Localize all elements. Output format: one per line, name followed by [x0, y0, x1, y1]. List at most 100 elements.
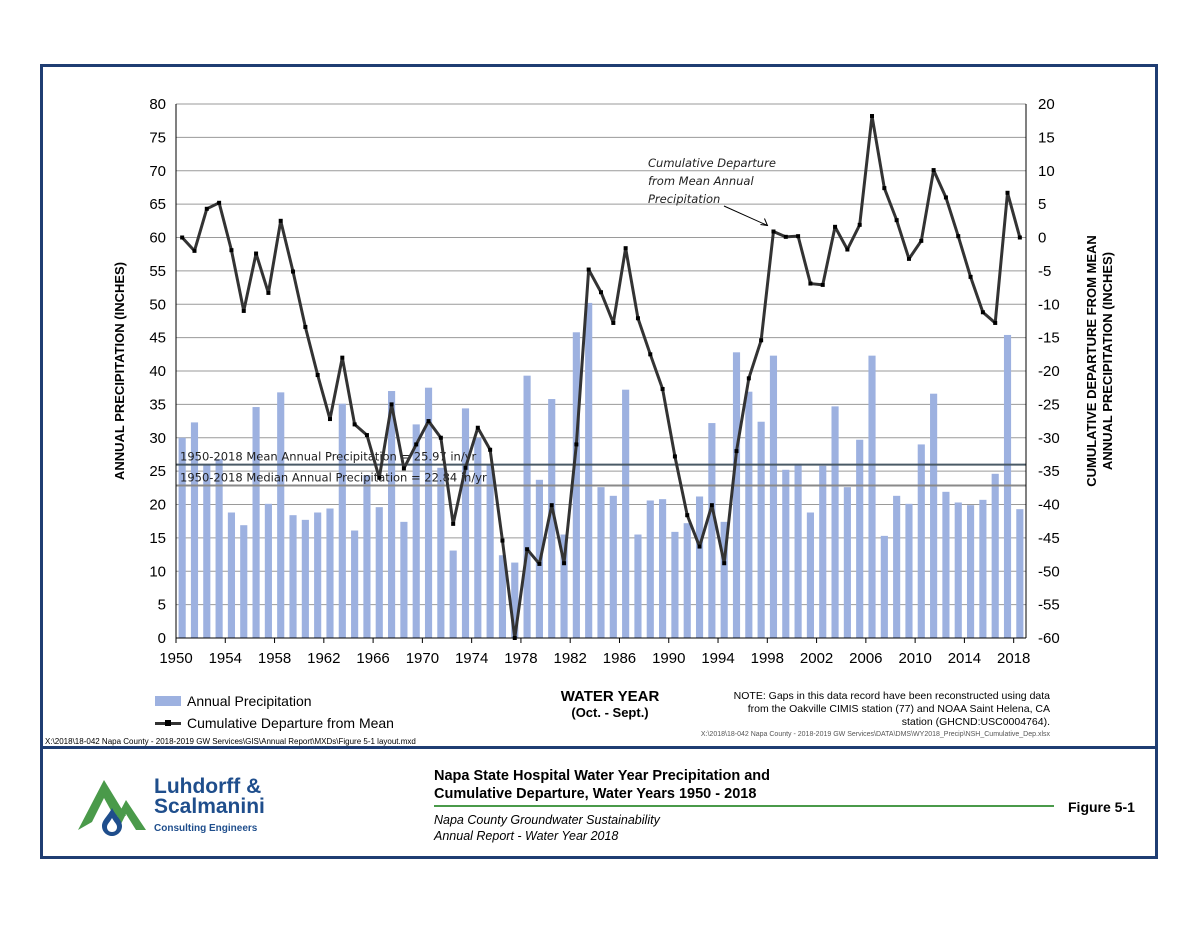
bar-2012 [942, 491, 950, 638]
line-point-1960 [303, 324, 308, 329]
y-right-tick-label: -45 [1038, 530, 1060, 547]
line-point-1992 [697, 544, 702, 549]
line-point-1961 [315, 373, 320, 378]
bar-1953 [215, 459, 223, 638]
bar-2015 [979, 499, 987, 638]
line-point-1955 [241, 308, 246, 313]
x-tick-label: 2006 [849, 650, 882, 667]
y-right-tick-label: -60 [1038, 630, 1060, 647]
line-point-1968 [401, 466, 406, 471]
bar-2003 [831, 406, 839, 638]
line-point-2011 [931, 168, 936, 173]
bar-1981 [560, 534, 568, 638]
bar-2010 [917, 444, 925, 638]
x-tick-label: 2014 [948, 650, 981, 667]
annotation-text: Cumulative Departure [648, 156, 776, 170]
line-point-1953 [217, 200, 222, 205]
bar-1959 [289, 515, 297, 638]
source-path-data: X:\2018\18-042 Napa County - 2018-2019 G… [700, 731, 1050, 738]
x-tick-label: 1990 [652, 650, 685, 667]
note-line: from the Oakville CIMIS station (77) and… [747, 703, 1050, 715]
line-point-2009 [906, 256, 911, 261]
line-point-1993 [709, 503, 714, 508]
y-left-tick-label: 30 [149, 430, 166, 447]
line-point-1975 [488, 447, 493, 452]
line-point-1995 [734, 449, 739, 454]
line-point-2013 [956, 234, 961, 239]
x-tick-label: 1974 [455, 650, 488, 667]
annotation-arrow [723, 205, 768, 226]
bar-1950 [178, 437, 186, 638]
line-point-2010 [919, 238, 924, 243]
figure-title-line: Napa State Hospital Water Year Precipita… [434, 768, 771, 784]
y-left-tick-label: 5 [158, 597, 166, 614]
bar-1958 [277, 392, 285, 638]
company-name-line: Luhdorff & [154, 775, 262, 798]
y-left-tick-label: 45 [149, 330, 166, 347]
y-left-tick-label: 55 [149, 263, 166, 280]
bar-1980 [548, 399, 556, 638]
bar-1976 [498, 555, 507, 638]
figure-title-line: Cumulative Departure, Water Years 1950 -… [434, 786, 757, 802]
line-point-2003 [833, 224, 838, 229]
line-point-1999 [783, 234, 788, 239]
x-tick-label: 1978 [504, 650, 537, 667]
y-right-tick-label: -50 [1038, 563, 1060, 580]
y-left-tick-label: 10 [149, 563, 166, 580]
company-name-line: Scalmanini [154, 795, 265, 818]
line-point-1951 [192, 248, 197, 253]
line-point-2000 [796, 234, 801, 239]
y-left-tick-label: 50 [149, 296, 166, 313]
line-point-1957 [266, 290, 271, 295]
bar-1966 [375, 507, 383, 638]
y-left-tick-label: 60 [149, 230, 166, 247]
line-point-1994 [722, 561, 727, 566]
bar-1997 [757, 421, 765, 638]
bar-1968 [400, 521, 408, 638]
y-right-tick-label: 15 [1038, 129, 1055, 146]
bar-1971 [437, 467, 445, 638]
y-left-tick-label: 25 [149, 463, 166, 480]
y-right-tick-label: -25 [1038, 396, 1060, 413]
bar-1998 [769, 355, 778, 638]
x-tick-label: 1970 [406, 650, 439, 667]
bar-1990 [671, 531, 679, 638]
line-point-1963 [340, 355, 345, 360]
y-left-tick-label: 35 [149, 396, 166, 413]
bar-1991 [683, 523, 691, 638]
axes: 05101520253035404550556065707580-60-55-5… [112, 96, 1115, 667]
y-right-tick-label: 5 [1038, 196, 1046, 213]
bar-2008 [893, 495, 901, 638]
bar-1973 [461, 408, 470, 638]
bar-1977 [511, 562, 519, 638]
bar-2002 [819, 465, 827, 638]
line-point-2007 [882, 186, 887, 191]
line-point-2015 [980, 310, 985, 315]
bar-2001 [806, 512, 814, 638]
bar-1951 [190, 422, 199, 638]
line-point-1998 [771, 229, 776, 234]
x-tick-label: 1982 [554, 650, 587, 667]
line-point-2004 [845, 247, 850, 252]
line-point-1989 [660, 387, 665, 392]
x-tick-label: 2010 [898, 650, 931, 667]
line-point-2002 [820, 282, 825, 287]
line-point-1952 [204, 206, 209, 211]
line-point-1962 [327, 417, 332, 422]
y-right-tick-label: -20 [1038, 363, 1060, 380]
line-point-1967 [389, 402, 394, 407]
y-axis-title-right: CUMULATIVE DEPARTURE FROM MEAN [1084, 235, 1099, 487]
legend-item-cumulative-departure: Cumulative Departure from Mean [155, 712, 394, 734]
bar-1954 [227, 512, 236, 638]
line-point-2016 [993, 320, 998, 325]
legend-line-swatch [155, 719, 181, 726]
bar-1967 [388, 391, 396, 638]
line-point-1969 [414, 442, 419, 447]
figure-frame [40, 64, 1158, 859]
bar-1975 [486, 464, 494, 638]
y-left-tick-label: 75 [149, 129, 166, 146]
titleblock-divider [40, 746, 1158, 749]
x-tick-label: 1994 [701, 650, 734, 667]
reference-line-label: 1950-2018 Median Annual Precipitation = … [180, 471, 487, 485]
x-axis-subtitle: (Oct. - Sept.) [571, 705, 649, 720]
